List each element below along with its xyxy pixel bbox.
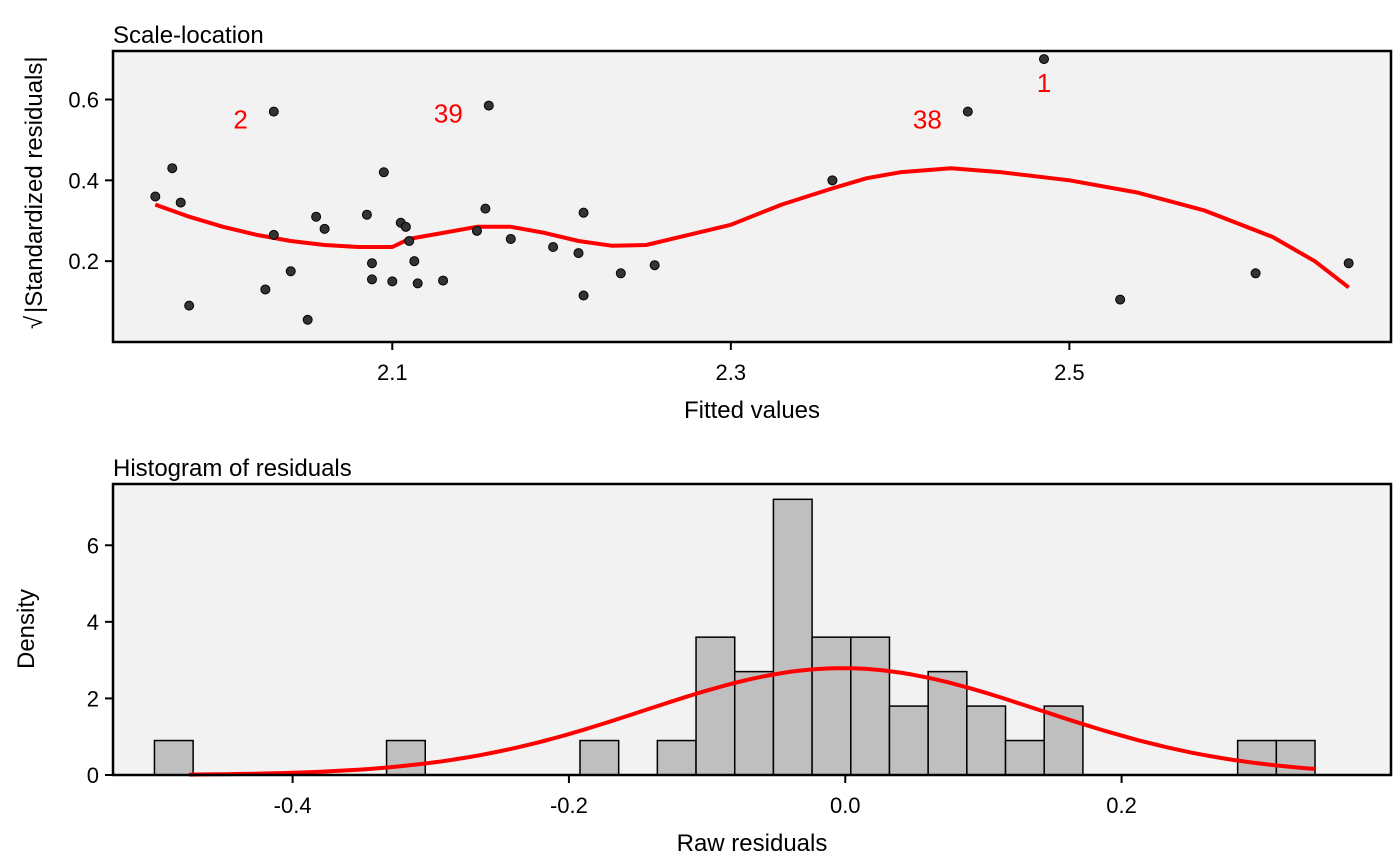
histogram-bar [385,739,426,776]
data-point [827,175,838,186]
0-y-tick-label: 0.4 [68,168,99,193]
data-point [548,242,559,253]
data-point [311,211,322,222]
data-point [366,258,377,269]
scale-location-y-label-group: √ |Standardized residuals| [21,56,48,329]
scale-location-y-label-prefix: √ [21,315,48,329]
data-point [962,106,973,117]
point-label: 38 [913,105,942,135]
histogram-density-curve [188,666,1316,777]
data-point [175,197,186,208]
histogram-bar [811,636,852,776]
data-point [1250,268,1261,279]
histogram-bar [966,705,1007,776]
histogram-panel: Histogram of residuals -0.4 -0.2 0.0 0.2 0 2 4… [13,455,1393,857]
point-label: 39 [434,99,463,129]
scale-location-axes: 2.1 2.3 2.5 0.2 0.4 0.6 [68,88,1084,386]
histogram-x-label: Raw residuals [677,830,828,857]
histogram-bar [153,739,194,776]
data-point [480,203,491,214]
histogram-axes: -0.4 -0.2 0.0 0.2 0 2 4 6 [87,533,1137,818]
scale-location-frame [111,49,1393,344]
histogram-bar [888,705,929,776]
data-point [150,191,161,202]
data-point [649,260,660,271]
point-label: 2 [233,105,247,135]
histogram-bar [656,739,697,776]
data-point [361,209,372,220]
1-y-tick-label: 0 [87,763,99,788]
0-y-tick-label: 0.6 [68,88,99,113]
1-x-tick-label: -0.2 [550,793,588,818]
data-point [378,167,389,178]
0-x-tick-label: 2.5 [1054,360,1085,385]
histogram-bars [153,498,1316,776]
scale-location-points [150,54,1354,325]
data-point [167,163,178,174]
data-point [578,207,589,218]
histogram-y-label: Density [13,589,40,669]
data-point [184,300,195,311]
point-label: 1 [1037,68,1051,98]
data-point [260,284,271,295]
1-y-tick-label: 4 [87,610,99,635]
scale-location-plot-area [113,51,1391,342]
data-point [505,233,516,244]
data-point [438,275,449,286]
data-point [285,266,296,277]
histogram-bar [850,636,891,776]
histogram-bar [733,670,775,776]
data-point [319,223,330,234]
data-point [1343,258,1354,269]
data-point [1115,294,1126,305]
scale-location-panel: Scale-location 2.1 2.3 2.5 0.2 0.4 0.6 2 39 38 1… [21,22,1393,424]
0-y-tick-label: 0.2 [68,249,99,274]
1-x-tick-label: -0.4 [274,793,312,818]
scale-location-y-label: |Standardized residuals| [21,56,48,313]
histogram-bar [927,670,968,776]
smooth-line [154,166,1350,289]
histogram-bar [1004,739,1045,776]
data-point [412,278,423,289]
scale-location-smooth [154,166,1350,289]
histogram-bar [579,739,620,776]
1-y-tick-label: 2 [87,686,99,711]
data-point [1038,54,1049,65]
data-point [578,290,589,301]
1-x-tick-label: 0.2 [1106,793,1137,818]
data-point [409,256,420,267]
1-y-tick-label: 6 [87,533,99,558]
data-point [400,221,411,232]
data-point [268,229,279,240]
data-point [387,276,398,287]
histogram-bar [772,498,813,776]
density-line [188,666,1316,777]
data-point [366,274,377,285]
scale-location-title: Scale-location [113,22,264,49]
0-x-tick-label: 2.1 [377,360,408,385]
0-x-tick-label: 2.3 [716,360,747,385]
data-point [483,100,494,111]
histogram-bar [1236,739,1278,776]
scale-location-x-label: Fitted values [684,397,820,424]
1-x-tick-label: 0.0 [830,793,861,818]
scale-location-point-labels: 2 39 38 1 [233,68,1051,135]
data-point [302,314,313,325]
data-point [404,235,415,246]
data-point [573,248,584,259]
histogram-frame [111,482,1393,777]
data-point [471,225,482,236]
data-point [268,106,279,117]
histogram-bar [695,636,736,776]
data-point [615,268,626,279]
histogram-title: Histogram of residuals [113,455,352,482]
